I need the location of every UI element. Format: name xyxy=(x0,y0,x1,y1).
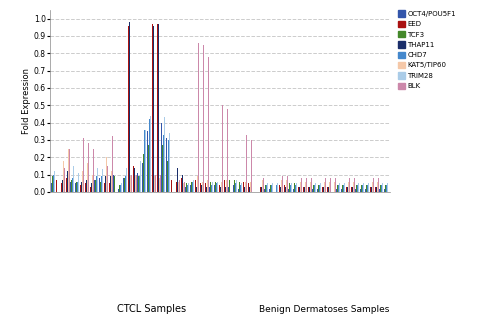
Text: CTCL Samples: CTCL Samples xyxy=(117,305,186,314)
Y-axis label: Fold Expression: Fold Expression xyxy=(22,68,31,134)
Text: Benign Dermatoses Samples: Benign Dermatoses Samples xyxy=(258,306,389,314)
Legend: OCT4/POU5F1, EED, TCF3, THAP11, CHD7, KAT5/TIP60, TRIM28, BLK: OCT4/POU5F1, EED, TCF3, THAP11, CHD7, KA… xyxy=(397,10,456,90)
